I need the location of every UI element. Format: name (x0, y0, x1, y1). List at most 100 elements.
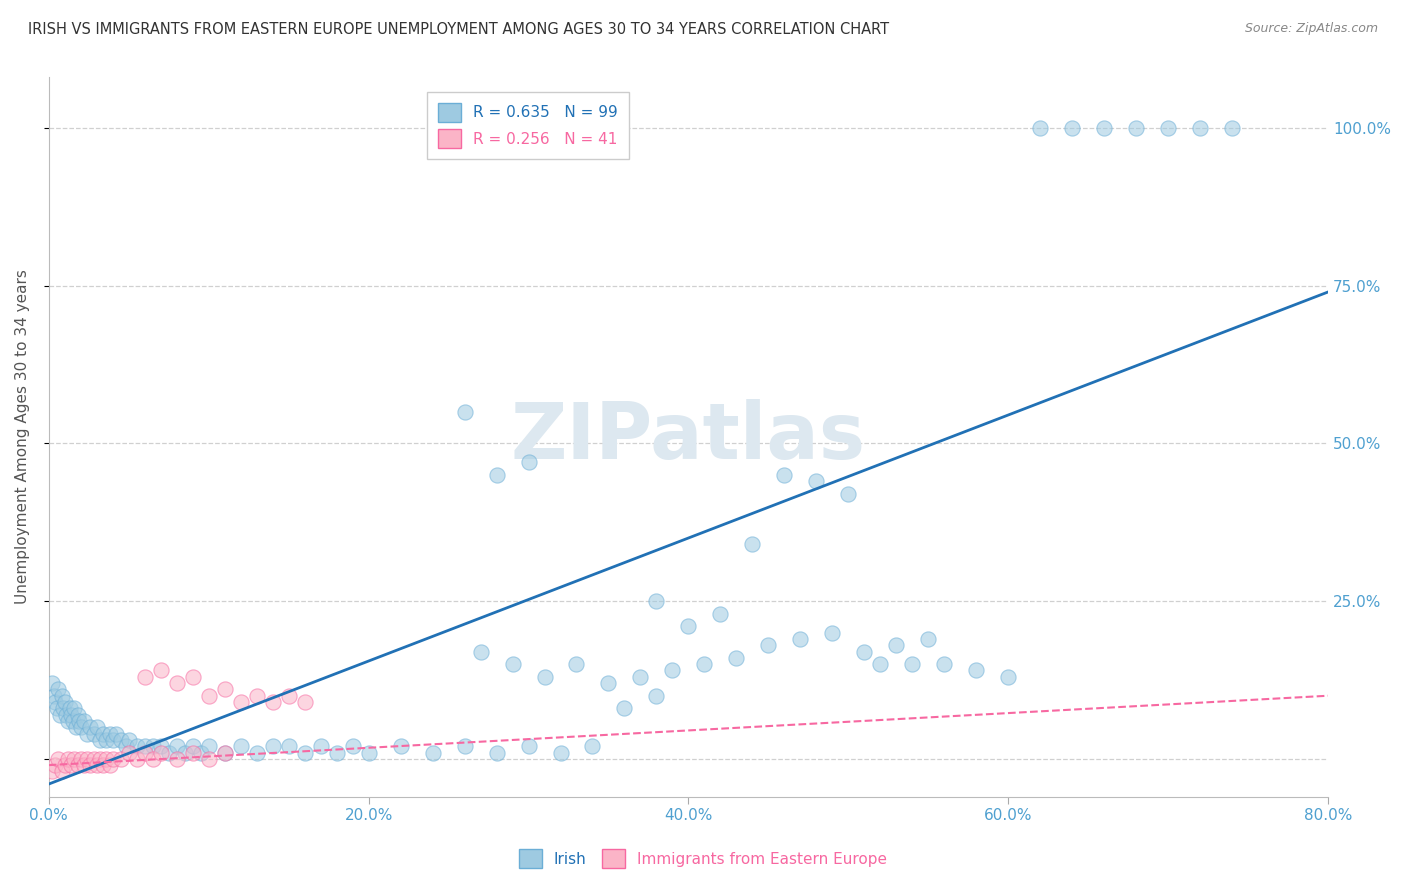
Point (277, 739, 299, 754)
Point (142, 752, 165, 766)
Point (485, 746, 508, 760)
Point (1092, 120, 1115, 135)
Point (51, 689, 73, 703)
Point (181, 739, 204, 754)
Point (63, 701, 86, 715)
Point (51, 764, 73, 779)
Point (917, 632, 939, 646)
Point (134, 739, 156, 754)
Point (60, 707, 83, 722)
Point (565, 657, 588, 672)
Point (997, 670, 1019, 684)
Point (725, 651, 748, 665)
Point (853, 644, 876, 658)
Point (869, 657, 891, 672)
Point (98, 758, 121, 772)
Point (118, 732, 141, 747)
Point (98, 726, 121, 740)
Point (118, 746, 141, 760)
Point (613, 701, 636, 715)
Point (86, 720, 108, 734)
Point (886, 638, 908, 652)
Point (66, 707, 89, 722)
Legend: Irish, Immigrants from Eastern Europe: Irish, Immigrants from Eastern Europe (512, 841, 894, 875)
Point (262, 739, 284, 754)
Point (125, 752, 148, 766)
Point (79, 720, 101, 734)
Point (678, 619, 700, 633)
Point (96, 752, 118, 766)
Point (125, 739, 148, 754)
Point (453, 405, 475, 419)
Point (262, 695, 284, 709)
Point (214, 746, 236, 760)
Point (1157, 120, 1180, 135)
Point (49, 707, 72, 722)
Point (773, 467, 796, 482)
Point (101, 752, 124, 766)
Point (69, 720, 91, 734)
Point (91, 758, 114, 772)
Point (294, 746, 316, 760)
Point (104, 726, 127, 740)
Point (229, 695, 252, 709)
Point (44, 695, 66, 709)
Point (1062, 120, 1084, 135)
Point (1189, 120, 1212, 135)
Text: IRISH VS IMMIGRANTS FROM EASTERN EUROPE UNEMPLOYMENT AMONG AGES 30 TO 34 YEARS C: IRISH VS IMMIGRANTS FROM EASTERN EUROPE … (28, 22, 889, 37)
Point (65, 720, 87, 734)
Point (62, 714, 84, 728)
Point (46, 752, 69, 766)
Point (533, 670, 555, 684)
Point (502, 657, 524, 672)
Point (581, 739, 603, 754)
Point (45, 701, 67, 715)
Point (357, 746, 380, 760)
Point (1125, 120, 1147, 135)
Point (52, 701, 75, 715)
Point (470, 644, 492, 658)
Point (550, 746, 572, 760)
Point (645, 689, 668, 703)
Point (197, 689, 219, 703)
Point (149, 664, 172, 678)
Point (76, 752, 98, 766)
Legend: R = 0.635   N = 99, R = 0.256   N = 41: R = 0.635 N = 99, R = 0.256 N = 41 (427, 92, 628, 159)
Point (630, 670, 652, 684)
Point (166, 752, 188, 766)
Point (76, 726, 98, 740)
Point (42, 689, 65, 703)
Point (56, 752, 79, 766)
Point (741, 537, 763, 551)
Point (83, 726, 105, 740)
Point (69, 752, 91, 766)
Point (149, 746, 172, 760)
Text: Source: ZipAtlas.com: Source: ZipAtlas.com (1244, 22, 1378, 36)
Point (229, 739, 252, 754)
Point (101, 732, 124, 747)
Point (277, 689, 299, 703)
Point (96, 732, 118, 747)
Point (46, 682, 69, 697)
Point (58, 701, 80, 715)
Point (157, 746, 180, 760)
Point (149, 739, 172, 754)
Point (41, 676, 63, 690)
Point (422, 746, 444, 760)
Point (661, 664, 683, 678)
Point (53, 695, 76, 709)
Point (598, 676, 620, 690)
Point (181, 746, 204, 760)
Point (965, 664, 987, 678)
Point (110, 732, 132, 747)
Point (309, 739, 332, 754)
Point (453, 739, 475, 754)
Point (485, 467, 508, 482)
Point (1220, 120, 1243, 135)
Point (214, 682, 236, 697)
Point (197, 752, 219, 766)
Point (134, 746, 156, 760)
Point (246, 689, 269, 703)
Point (389, 739, 412, 754)
Point (134, 670, 156, 684)
